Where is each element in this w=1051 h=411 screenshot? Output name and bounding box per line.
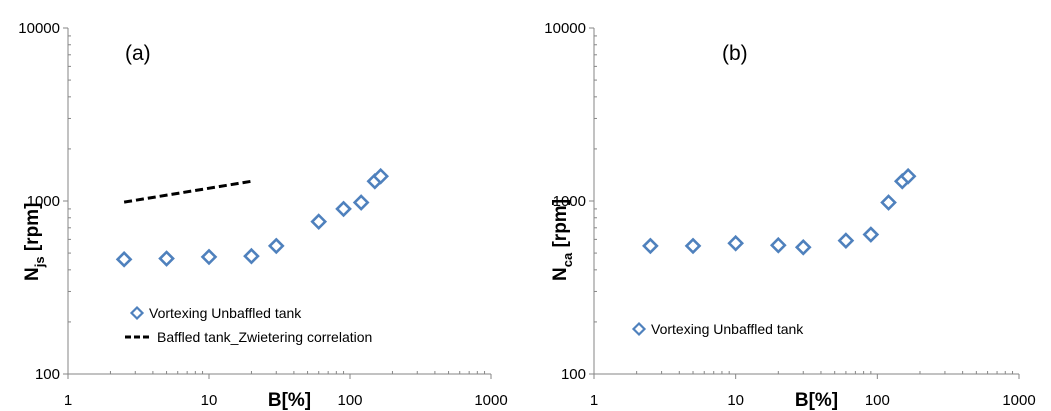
x-axis-title: B[%] xyxy=(268,390,311,411)
legend-label: Vortexing Unbaffled tank xyxy=(149,305,302,321)
data-point xyxy=(899,167,917,185)
data-point xyxy=(880,194,897,211)
data-point xyxy=(794,238,812,256)
data-point xyxy=(115,251,133,268)
data-point xyxy=(372,167,390,185)
x-tick-label: 1 xyxy=(64,392,72,409)
data-point xyxy=(642,237,659,255)
y-tick-label: 10000 xyxy=(18,20,60,37)
x-tick-label: 100 xyxy=(337,392,362,409)
data-point xyxy=(837,232,855,249)
legend-marker xyxy=(129,305,145,321)
legend-label: Baffled tank_Zwietering correlation xyxy=(157,329,372,345)
y-tick-label: 1000 xyxy=(27,193,60,210)
legend-marker xyxy=(631,321,647,337)
y-tick-label: 100 xyxy=(561,366,586,383)
chart-panel-2: 100 1000 10000 1 10 100 1000 (b) B[%] Nca [rpm] Vo… xyxy=(544,20,1035,411)
correlation-line xyxy=(123,179,252,204)
data-point xyxy=(335,200,352,218)
data-point xyxy=(200,248,218,266)
data-point xyxy=(310,213,328,230)
y-axis-title: Nca [rpm] xyxy=(550,199,575,281)
data-point xyxy=(862,226,880,243)
y-axis-title-unit: [rpm] xyxy=(22,203,43,257)
y-axis-title-subscript: js xyxy=(32,256,47,268)
data-point xyxy=(158,250,175,267)
y-axis-title-main: N xyxy=(22,267,43,281)
x-tick-label: 10 xyxy=(727,392,744,409)
panel-label: (b) xyxy=(722,42,748,65)
y-tick-label: 100 xyxy=(35,366,60,383)
x-tick-label: 100 xyxy=(865,392,890,409)
data-point xyxy=(352,194,370,211)
y-tick-label: 10000 xyxy=(544,20,586,37)
legend-label: Vortexing Unbaffled tank xyxy=(651,321,804,337)
y-axis-title-subscript: ca xyxy=(560,252,575,267)
data-point xyxy=(684,237,702,255)
data-point xyxy=(769,236,787,254)
y-axis-title-main: N xyxy=(550,267,571,281)
x-tick-label: 1 xyxy=(590,392,598,409)
y-axis-title-unit: [rpm] xyxy=(550,199,571,253)
panel-label: (a) xyxy=(125,42,151,65)
x-axis-title: B[%] xyxy=(795,390,838,411)
x-tick-label: 10 xyxy=(201,392,218,409)
x-tick-label: 1000 xyxy=(474,392,507,409)
data-point xyxy=(243,247,260,265)
data-point xyxy=(727,234,745,252)
y-axis-title: Njs [rpm] xyxy=(22,203,47,281)
chart-panel-1: 100 1000 10000 1 10 100 1000 (a) B[%] Njs [rpm] Vo… xyxy=(18,20,507,411)
y-tick-label: 1000 xyxy=(553,193,586,210)
data-point xyxy=(267,237,285,255)
x-tick-label: 1000 xyxy=(1002,392,1035,409)
